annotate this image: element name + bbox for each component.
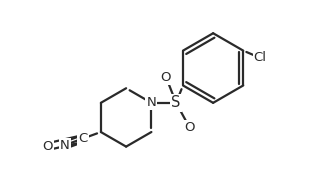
Text: S: S (172, 95, 181, 110)
Text: N: N (147, 96, 156, 109)
Text: Cl: Cl (254, 51, 266, 64)
Text: N: N (60, 139, 70, 152)
Text: C: C (78, 132, 88, 145)
Text: O: O (161, 71, 171, 84)
Text: O: O (184, 121, 195, 134)
Text: O: O (43, 140, 53, 153)
